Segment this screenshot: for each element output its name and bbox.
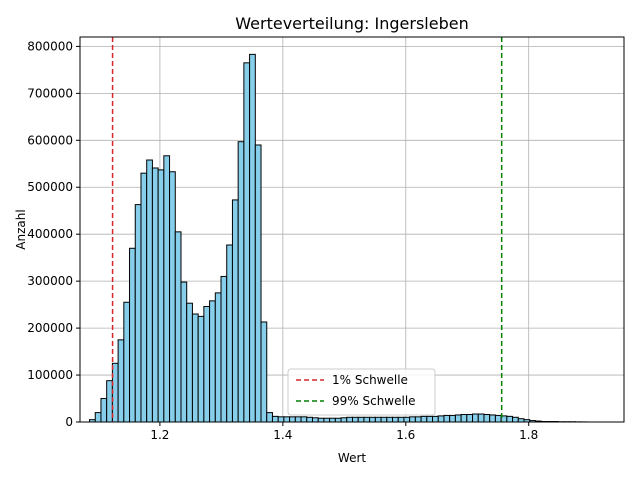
- plot-frame: [79, 36, 625, 423]
- histogram-bar: [237, 141, 245, 423]
- histogram-bar: [494, 414, 502, 423]
- y-tick-label: 300000: [27, 274, 73, 288]
- histogram-bar: [174, 231, 182, 423]
- histogram-bar: [191, 313, 199, 423]
- histogram-bar: [460, 413, 468, 423]
- histogram-bar: [100, 398, 108, 423]
- histogram-bar: [260, 321, 268, 423]
- histogram-bar: [426, 415, 434, 423]
- histogram-bar: [94, 412, 102, 423]
- histogram-bar: [346, 416, 353, 423]
- threshold-lines: [111, 37, 503, 422]
- histogram-bar: [134, 204, 142, 423]
- histogram-bar: [403, 416, 411, 423]
- y-tick-label: 700000: [27, 86, 73, 100]
- histogram-bar: [151, 167, 159, 423]
- y-tick-label: 200000: [27, 321, 73, 335]
- histogram-bar: [437, 415, 445, 423]
- histogram-bar: [392, 416, 399, 423]
- histogram-bar: [311, 417, 319, 423]
- y-ticks: 0 100000 200000 300000 400000 500000 600000 700…: [27, 39, 80, 429]
- histogram-bar: [414, 416, 422, 423]
- histogram-bar: [300, 416, 308, 423]
- histogram-bar: [369, 416, 376, 423]
- histogram-bar: [140, 172, 148, 423]
- histogram-bar: [226, 244, 233, 423]
- histogram-bar: [180, 281, 188, 423]
- histogram-bar: [477, 413, 485, 423]
- legend-box: [287, 368, 436, 416]
- x-tick-label: 1.2: [150, 428, 169, 442]
- histogram-bar: [363, 416, 371, 423]
- histogram-bar: [317, 417, 325, 423]
- histogram-bar: [197, 315, 205, 423]
- histogram-bar: [340, 417, 348, 423]
- bars: [89, 53, 588, 423]
- x-tick-label: 1.4: [273, 428, 292, 442]
- histogram-bar: [466, 413, 474, 423]
- histogram-bar: [271, 415, 279, 423]
- y-axis-label: Anzahl: [14, 209, 28, 249]
- histogram-bar: [289, 416, 296, 423]
- histogram-bar: [472, 413, 479, 423]
- x-tick-label: 1.8: [519, 428, 538, 442]
- histogram-bar: [420, 415, 428, 423]
- histogram-bar: [157, 169, 165, 423]
- histogram-bar: [351, 416, 359, 423]
- histogram-bar: [220, 275, 228, 423]
- histogram-bar: [374, 416, 382, 423]
- chart-title: Werteverteilung: Ingersleben: [235, 14, 468, 33]
- histogram-bar: [163, 155, 171, 423]
- histogram-bar: [386, 416, 394, 423]
- histogram-bar: [243, 62, 251, 423]
- x-axis-label: Wert: [338, 451, 366, 465]
- histogram-bar: [409, 416, 416, 423]
- x-tick-label: 1.6: [396, 428, 415, 442]
- histogram-bar: [449, 414, 456, 423]
- histogram-bar: [231, 199, 239, 423]
- histogram-bar: [380, 416, 388, 423]
- histogram-bar: [209, 300, 216, 423]
- histogram-bar: [357, 416, 365, 423]
- histogram-bar: [266, 412, 273, 423]
- histogram-bar: [443, 414, 451, 423]
- histogram-bar: [106, 380, 113, 423]
- y-tick-label: 800000: [27, 39, 73, 53]
- histogram-bar: [483, 413, 491, 423]
- histogram-bar: [489, 414, 496, 423]
- histogram-bar: [277, 416, 285, 423]
- histogram-bar: [283, 416, 291, 423]
- histogram-bar: [294, 416, 302, 423]
- histogram-bar: [323, 417, 331, 423]
- legend-label-99pct: 99% Schwelle: [332, 394, 416, 408]
- histogram-bar: [329, 417, 336, 423]
- histogram-bar: [129, 247, 136, 423]
- x-ticks: 1.2 1.4 1.6 1.8: [150, 422, 538, 442]
- histogram-bar: [397, 416, 405, 423]
- histogram-bar: [249, 53, 256, 423]
- histogram-bar: [186, 302, 193, 423]
- histogram-bar: [432, 415, 439, 423]
- histogram-bar: [146, 159, 153, 423]
- histogram-bar: [506, 415, 514, 423]
- histogram-bar: [203, 306, 211, 423]
- histogram-bar: [123, 301, 131, 423]
- histogram-bar: [254, 144, 262, 423]
- y-tick-label: 100000: [27, 368, 73, 382]
- legend: 1% Schwelle 99% Schwelle: [287, 368, 436, 416]
- y-tick-label: 400000: [27, 227, 73, 241]
- histogram-bar: [454, 414, 462, 423]
- y-tick-label: 600000: [27, 133, 73, 147]
- histogram-bar: [117, 339, 125, 423]
- histogram-bar: [169, 171, 176, 423]
- histogram-bar: [512, 416, 519, 423]
- y-tick-label: 500000: [27, 180, 73, 194]
- y-tick-label: 0: [65, 415, 73, 429]
- histogram-bar: [334, 417, 342, 423]
- histogram-bar: [214, 292, 222, 423]
- histogram-bar: [306, 416, 313, 423]
- legend-label-1pct: 1% Schwelle: [332, 373, 408, 387]
